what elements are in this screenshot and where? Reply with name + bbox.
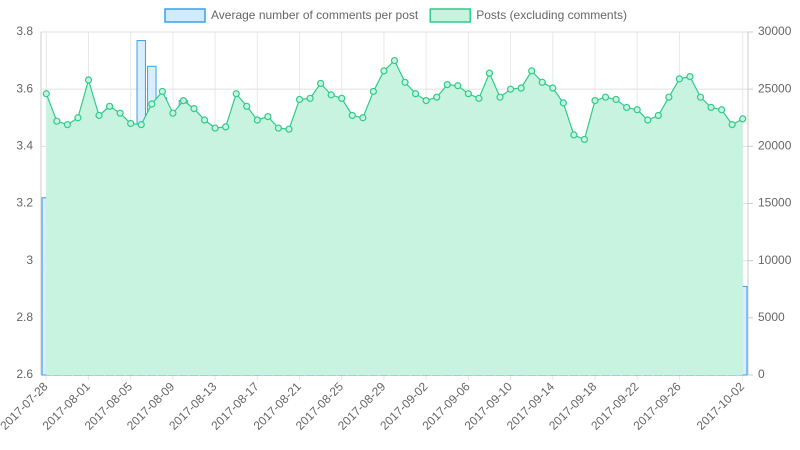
- area: [46, 60, 743, 375]
- point: [53, 117, 61, 125]
- point: [148, 100, 156, 108]
- point: [137, 121, 145, 129]
- point: [295, 95, 304, 104]
- point: [390, 56, 399, 65]
- point: [190, 105, 198, 113]
- point: [169, 109, 177, 117]
- point: [739, 115, 747, 123]
- legend-swatch: [164, 8, 206, 23]
- point: [623, 103, 631, 112]
- point: [42, 90, 50, 98]
- point: [422, 96, 430, 105]
- point: [475, 94, 483, 102]
- point: [538, 78, 546, 86]
- point: [718, 106, 726, 114]
- point: [179, 96, 188, 105]
- point: [95, 111, 103, 120]
- point: [665, 93, 673, 101]
- point: [412, 90, 420, 98]
- point: [696, 93, 705, 101]
- point: [549, 84, 557, 92]
- point: [200, 116, 209, 124]
- point: [306, 94, 314, 102]
- point: [559, 99, 567, 107]
- point: [686, 72, 694, 81]
- point: [359, 114, 367, 122]
- point: [433, 93, 441, 101]
- point: [612, 95, 620, 104]
- point: [496, 93, 504, 101]
- point: [443, 80, 451, 89]
- point: [654, 111, 662, 120]
- y2-tick-label: 25000: [758, 81, 792, 95]
- point: [317, 79, 325, 88]
- y-tick-label: 3.8: [16, 24, 33, 38]
- point: [243, 102, 251, 110]
- point: [591, 96, 599, 105]
- point: [84, 76, 93, 84]
- point: [222, 123, 230, 131]
- point: [74, 114, 82, 122]
- point: [570, 131, 578, 139]
- point: [401, 78, 409, 86]
- y-tick-label: 3.4: [16, 139, 33, 153]
- point: [264, 113, 272, 121]
- point: [380, 67, 388, 75]
- point: [580, 135, 589, 144]
- point: [528, 67, 536, 75]
- legend: Average number of comments per post Posts…: [164, 8, 627, 23]
- y2-tick-label: 5000: [758, 310, 785, 324]
- point: [338, 94, 346, 102]
- y-tick-label: 3: [26, 253, 33, 267]
- point: [644, 116, 652, 124]
- point: [506, 85, 515, 93]
- point: [633, 106, 641, 114]
- y2-tick-label: 0: [758, 367, 765, 381]
- x-tick-label: 2017-10-02: [694, 379, 748, 433]
- point: [454, 82, 462, 90]
- point: [517, 84, 525, 92]
- point: [232, 90, 240, 98]
- point: [675, 75, 684, 83]
- point: [369, 87, 377, 96]
- point: [116, 109, 124, 117]
- legend-label: Posts (excluding comments): [476, 8, 627, 22]
- point: [127, 119, 135, 128]
- y-tick-label: 2.8: [16, 310, 33, 324]
- point: [728, 121, 736, 129]
- point: [274, 124, 283, 132]
- point: [211, 124, 219, 132]
- point: [707, 103, 715, 112]
- y-tick-label: 3.2: [16, 196, 33, 210]
- legend-swatch: [429, 8, 471, 23]
- y2-tick-label: 10000: [758, 253, 792, 267]
- point: [464, 90, 472, 98]
- point: [601, 93, 610, 101]
- point: [327, 91, 335, 99]
- point: [348, 111, 356, 120]
- y-tick-label: 3.6: [16, 81, 33, 95]
- legend-label: Average number of comments per post: [211, 8, 419, 22]
- point: [158, 87, 166, 96]
- point: [63, 121, 71, 129]
- y2-tick-label: 20000: [758, 139, 792, 153]
- y2-tick-label: 15000: [758, 196, 792, 210]
- y-tick-label: 2.6: [16, 367, 33, 381]
- point: [285, 125, 293, 133]
- point: [253, 116, 261, 124]
- y2-tick-label: 30000: [758, 24, 792, 38]
- point: [105, 102, 114, 110]
- point: [485, 69, 494, 77]
